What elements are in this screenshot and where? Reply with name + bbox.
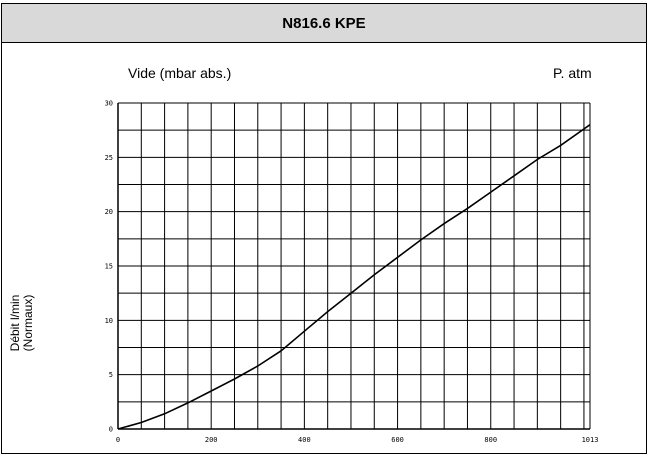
atmospheric-pressure-label: P. atm	[553, 65, 592, 81]
vacuum-axis-label: Vide (mbar abs.)	[128, 65, 232, 81]
axes	[117, 103, 590, 430]
y-tick-label: 10	[105, 317, 113, 325]
y-tick-label: 30	[105, 100, 113, 108]
x-tick-label: 800	[484, 436, 497, 444]
series	[117, 124, 591, 430]
y-tick-label: 0	[109, 426, 113, 434]
y-tick-label: 15	[105, 263, 113, 271]
x-tick-label: 200	[205, 436, 218, 444]
chart-frame: N816.6 KPE	[1, 3, 647, 454]
y-tick-label: 25	[105, 154, 113, 162]
y-tick-label: 5	[109, 371, 113, 379]
x-tick-label: 0	[116, 436, 120, 444]
series-line	[117, 124, 591, 430]
x-tick-label: 1013	[582, 436, 599, 444]
tick-labels: 0 5 10 15 20 25 30 0 200 400 600 800 1013	[105, 100, 599, 445]
x-tick-label: 600	[391, 436, 404, 444]
y-tick-label: 20	[105, 208, 113, 216]
x-tick-label: 400	[298, 436, 311, 444]
grid	[117, 102, 591, 430]
chart-title: N816.6 KPE	[2, 4, 646, 43]
